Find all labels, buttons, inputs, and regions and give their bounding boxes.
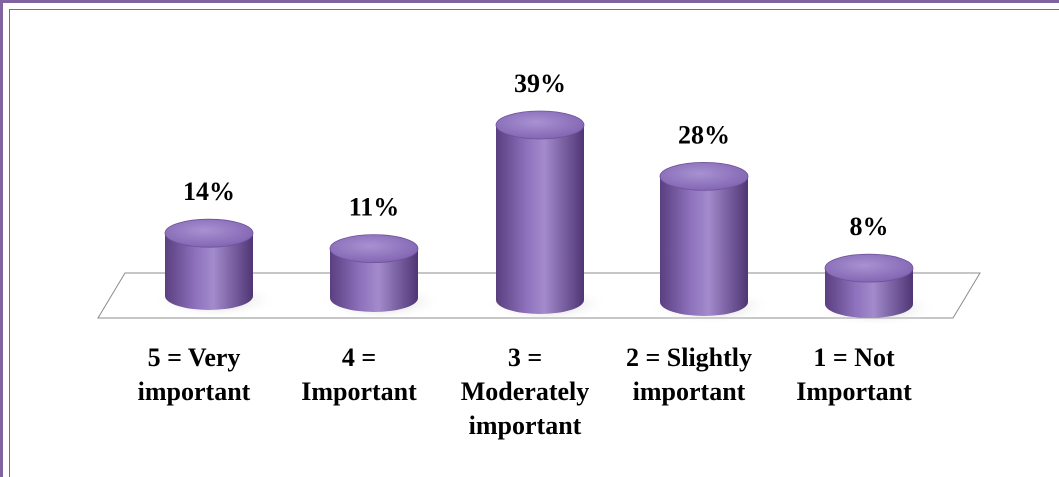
category-label: 5 = Very xyxy=(148,343,241,372)
chart-frame-inner xyxy=(9,9,1059,477)
data-label: 8% xyxy=(850,212,889,241)
bar-top xyxy=(824,253,914,283)
category-label: 1 = Not xyxy=(813,343,895,372)
data-label: 39% xyxy=(514,69,566,98)
category-label: important xyxy=(633,377,746,406)
data-label: 14% xyxy=(183,177,235,206)
category-label: Important xyxy=(301,377,417,406)
bar-2 xyxy=(318,234,442,320)
bar-5 xyxy=(813,253,937,326)
data-label: 28% xyxy=(678,120,730,149)
bar-1 xyxy=(153,218,277,318)
bar-body xyxy=(660,176,748,316)
category-label: Moderately xyxy=(461,377,590,406)
bar-top xyxy=(164,218,254,248)
data-label: 11% xyxy=(349,193,400,222)
bar-top xyxy=(495,110,585,140)
bar-body xyxy=(165,233,253,310)
category-label: 2 = Slightly xyxy=(626,343,752,372)
bar-4 xyxy=(648,161,772,324)
category-label: Important xyxy=(796,377,912,406)
category-label: important xyxy=(138,377,251,406)
category-label: important xyxy=(469,411,582,440)
bar-top xyxy=(659,161,749,191)
bar-body xyxy=(330,248,418,312)
bar-top xyxy=(329,234,419,264)
category-label: 3 = xyxy=(508,343,542,372)
bar-body xyxy=(496,125,584,314)
bar-3 xyxy=(484,110,608,322)
category-label: 4 = xyxy=(342,343,376,372)
